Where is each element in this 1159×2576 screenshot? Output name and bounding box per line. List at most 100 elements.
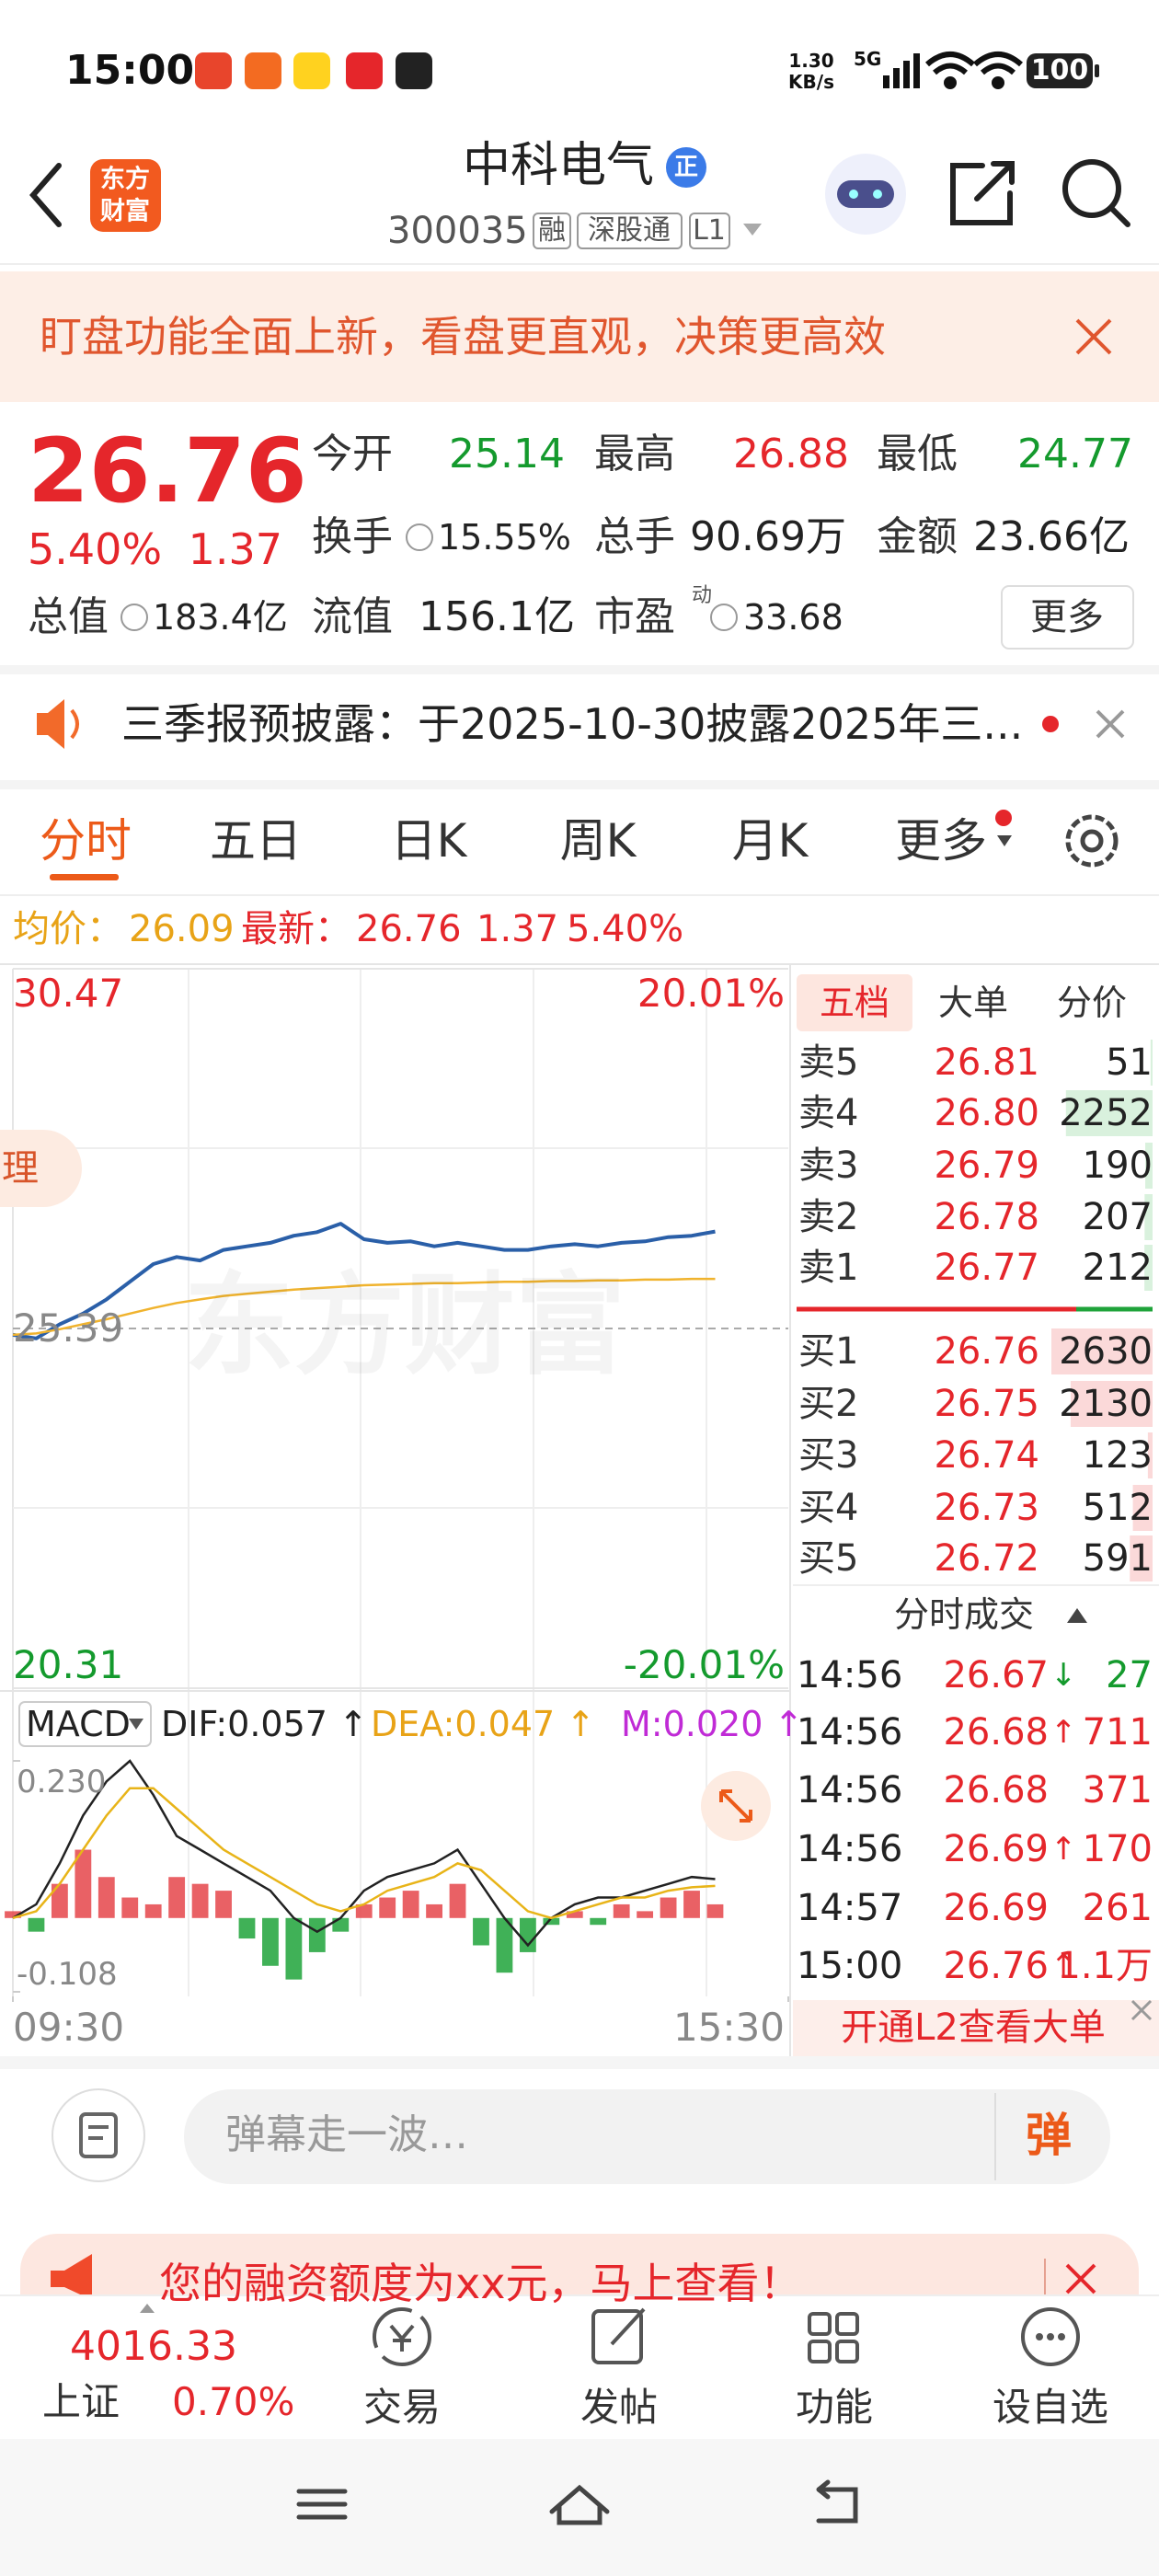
macd-bar: [238, 1917, 256, 1939]
book-volume: 2252: [1059, 1092, 1153, 1134]
trade-arrow: ↓: [1050, 1657, 1077, 1694]
chart-tab[interactable]: 月K: [731, 814, 809, 868]
chip-bg[interactable]: [0, 1130, 82, 1207]
volume-bar: [1145, 1143, 1153, 1189]
volume-bar: [1051, 1328, 1153, 1374]
expand-button[interactable]: [701, 1771, 771, 1841]
trade-time: 14:56: [797, 1711, 903, 1754]
volume-bar: [1144, 1245, 1153, 1291]
book-label: 卖4: [798, 1092, 859, 1134]
promo-close[interactable]: [1065, 2263, 1096, 2294]
trade-time: 14:56: [797, 1654, 903, 1696]
index-name[interactable]: 上证: [42, 2379, 120, 2424]
l2-button[interactable]: 开通L2查看大单: [841, 2007, 1106, 2049]
nav-item[interactable]: 发帖: [580, 2385, 659, 2430]
macd-bar: [590, 1917, 607, 1926]
chart-tab[interactable]: 周K: [559, 814, 637, 868]
book-price: 26.76: [934, 1330, 1039, 1373]
comment-input[interactable]: 弹幕走一波…: [225, 2111, 468, 2158]
chart-tab[interactable]: 日K: [390, 814, 467, 868]
nav-item[interactable]: 交易: [362, 2385, 442, 2430]
field-value: 33.68: [743, 597, 843, 638]
tab-dot: [995, 810, 1012, 826]
code-dropdown[interactable]: [743, 224, 762, 236]
macd-bar: [144, 1903, 162, 1918]
settings-button[interactable]: [1065, 814, 1119, 868]
trades-title[interactable]: 分时成交: [893, 1594, 1035, 1635]
macd-bar: [28, 1917, 45, 1932]
nav-icons: [373, 2307, 1080, 2366]
field-label: 今开: [312, 431, 393, 477]
macd-bar: [5, 1911, 21, 1918]
notice-close[interactable]: [1096, 709, 1125, 739]
macd-bar: [191, 1883, 209, 1918]
chart-tab[interactable]: 更多: [895, 814, 987, 868]
chart-tab[interactable]: 分时: [40, 814, 132, 868]
order-tab[interactable]: 大单: [937, 983, 1009, 1023]
float-chip[interactable]: 理: [2, 1147, 39, 1190]
indicator-name[interactable]: MACD: [26, 1704, 131, 1744]
search-button[interactable]: [1062, 159, 1130, 227]
bottom-nav-bg: [0, 2295, 1159, 2439]
trade-price: 26.68: [943, 1711, 1049, 1754]
macd-bar: [660, 1897, 677, 1918]
comment-icon[interactable]: [52, 2088, 145, 2182]
trade-volume: 711: [1082, 1711, 1153, 1754]
indicator-select[interactable]: [18, 1701, 152, 1747]
trade-arrow: ↑: [1050, 1948, 1077, 1984]
field-label: 流值: [312, 593, 393, 640]
battery-icon: [1027, 53, 1093, 88]
index-change[interactable]: 0.70%: [172, 2379, 295, 2424]
macd-bar: [75, 1849, 92, 1918]
notice-dot: [1042, 716, 1059, 732]
indicator-dropdown: [129, 1719, 143, 1730]
speaker-icon: [37, 699, 64, 749]
tab-dropdown: [997, 835, 1012, 846]
l2-close[interactable]: [1130, 1999, 1153, 2021]
trade-arrow: ↑: [1050, 1831, 1077, 1868]
order-tab[interactable]: 五档: [819, 983, 890, 1023]
trade-time: 14:56: [797, 1828, 903, 1870]
more-button[interactable]: 更多: [1030, 596, 1104, 638]
comment-input-bg[interactable]: [184, 2089, 1110, 2184]
field-value: 183.4亿: [153, 597, 288, 638]
banner-close[interactable]: [1075, 318, 1112, 355]
book-label: 买4: [798, 1487, 859, 1529]
field-value: 15.55%: [438, 517, 571, 558]
system-nav-icons[interactable]: [296, 2479, 858, 2525]
last-price: 26.76: [28, 420, 307, 523]
trades-sort[interactable]: [1067, 1608, 1087, 1623]
danmaku-button[interactable]: 弹: [1026, 2109, 1072, 2162]
notice-text[interactable]: 三季报预披露：于2025-10-30披露2025年三...: [121, 699, 1024, 749]
macd-bar: [637, 1911, 654, 1918]
field-label: 总手: [594, 513, 675, 560]
book-volume: 123: [1082, 1434, 1153, 1477]
book-label: 买5: [798, 1537, 859, 1580]
chart-tab[interactable]: 五日: [210, 814, 302, 868]
macd-bar: [121, 1897, 139, 1918]
more-button-box[interactable]: [1001, 585, 1134, 650]
order-tab[interactable]: 分价: [1056, 983, 1128, 1023]
change: 1.37: [188, 524, 282, 574]
stock-tag: 融: [538, 214, 566, 247]
banner-text[interactable]: 盯盘功能全面上新，看盘更直观，决策更高效: [40, 312, 886, 362]
index-value[interactable]: 4016.33: [70, 2323, 237, 2370]
book-volume: 2630: [1059, 1330, 1153, 1373]
nav-item[interactable]: 功能: [795, 2385, 874, 2430]
y-tick-label: 30.47: [13, 971, 124, 1016]
trade-price: 26.68: [943, 1769, 1049, 1811]
promo-text[interactable]: 您的融资额度为xx元，马上查看！: [159, 2259, 802, 2308]
trade-time: 15:00: [797, 1945, 903, 1987]
share-button[interactable]: [950, 161, 1015, 225]
y-tick-label: 25.39: [13, 1305, 124, 1351]
nav-item[interactable]: 设自选: [992, 2385, 1109, 2430]
last-change: 1.37: [476, 908, 559, 950]
net-speed: 1.30: [788, 50, 834, 72]
macd-tick-label: -0.108: [17, 1956, 118, 1993]
back-button[interactable]: [29, 163, 62, 227]
logo-text: 东方: [100, 165, 150, 194]
field-label: 市盈: [594, 593, 675, 640]
ai-assistant[interactable]: [825, 154, 906, 235]
